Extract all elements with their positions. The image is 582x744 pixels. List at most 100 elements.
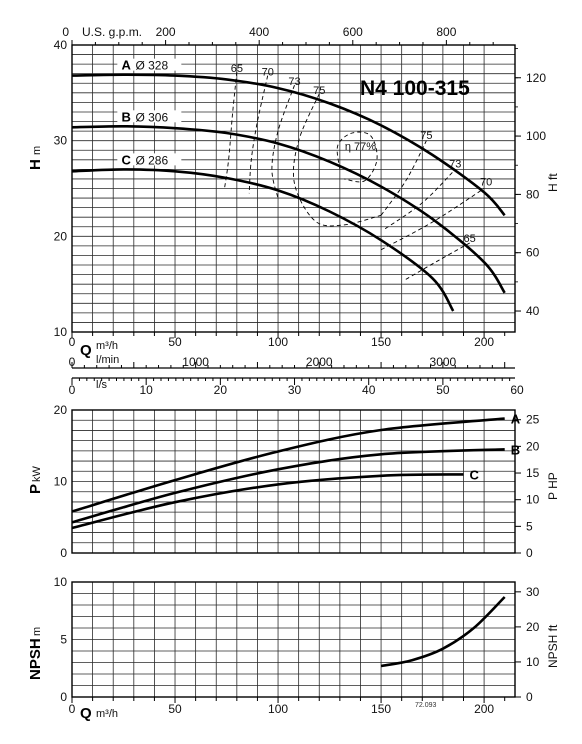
efficiency-line-73-left	[271, 85, 295, 199]
usgpm-tick-label: 200	[156, 25, 176, 39]
power-curve-label-B: B	[511, 442, 520, 457]
head-curve-label-A: A	[121, 58, 131, 73]
power-curve-B	[71, 448, 505, 524]
usgpm-axis-label: U.S. g.p.m.	[82, 25, 142, 39]
efficiency-label: 75	[313, 85, 325, 97]
head-curve-diameter-B: Ø 306	[135, 110, 168, 124]
power-curve-label-C: C	[469, 467, 479, 482]
npsh-tick-label: 5	[60, 633, 67, 647]
npsh-axis-unit: m	[31, 627, 43, 636]
npsh-axis-title: NPSH m	[27, 627, 44, 680]
npshft-tick-label: 10	[526, 655, 540, 669]
php-tick-label: 20	[526, 439, 540, 453]
power-curve-label-A: A	[511, 412, 521, 427]
q-bottom-tick-label: 200	[474, 702, 494, 716]
efficiency-line-75-right	[380, 140, 427, 216]
q-tick-label: 0	[69, 335, 76, 349]
ls-tick-label: 40	[362, 383, 376, 397]
ls-tick-label: 0	[69, 383, 76, 397]
head-curve-diameter-A: Ø 328	[135, 59, 168, 73]
p-axis-title: P kW	[27, 466, 44, 495]
efficiency-line-77	[336, 131, 378, 183]
model-title: N4 100-315	[360, 77, 470, 100]
hft-tick-label: 60	[526, 246, 540, 260]
npshft-tick-label: 0	[526, 690, 533, 704]
php-tick-label: 0	[526, 546, 533, 560]
lmin-tick-label: 1000	[182, 355, 209, 369]
npsh-tick-label: 10	[54, 575, 68, 589]
efficiency-label: 70	[480, 177, 492, 189]
npshft-tick-label: 20	[526, 620, 540, 634]
h-tick-label: 30	[54, 134, 68, 148]
label-layer: A Ø 328 B Ø 306 C Ø 286 65 70 73 75 η 77% 75 73 70 65 A…	[117, 58, 521, 482]
ls-axis-label: l/s	[96, 379, 108, 391]
efficiency-line-65-left	[224, 71, 238, 189]
q-axis-unit-bottom: m³/h	[96, 708, 118, 720]
efficiency-line-70-left	[248, 75, 269, 194]
power-curve-C	[71, 473, 464, 530]
npsh-panel-frame	[71, 581, 516, 698]
q-bottom-tick-label: 150	[371, 702, 391, 716]
h-axis-symbol: H	[27, 159, 44, 170]
power-panel-frame	[71, 409, 516, 554]
q-axis-unit-top: m³/h	[96, 340, 118, 352]
ls-tick-label: 30	[288, 383, 302, 397]
lmin-tick-label: 0	[69, 355, 76, 369]
q-tick-label: 200	[474, 335, 494, 349]
q-tick-label: 150	[371, 335, 391, 349]
q-bottom-tick-label: 100	[268, 702, 288, 716]
p-tick-label: 0	[60, 546, 67, 560]
php-tick-label: 25	[526, 413, 540, 427]
head-curve-diameter-C: Ø 286	[135, 153, 168, 167]
lmin-tick-label: 3000	[430, 355, 457, 369]
head-panel-frame	[71, 44, 516, 333]
q-axis-symbol-top: Q	[80, 342, 92, 359]
efficiency-label: 70	[262, 67, 274, 79]
h-axis-unit: m	[31, 146, 43, 155]
php-tick-label: 15	[526, 466, 540, 480]
q-tick-label: 50	[168, 335, 182, 349]
usgpm-tick-label: 800	[436, 25, 456, 39]
lmin-tick-label: 2000	[306, 355, 333, 369]
npsh-axis-symbol: NPSH	[27, 638, 44, 680]
p-axis-unit: kW	[31, 466, 43, 483]
efficiency-line-70-right	[380, 188, 485, 251]
grid-layer	[71, 44, 515, 698]
usgpm-tick-label: 0	[62, 25, 69, 39]
q-bottom-tick-label: 50	[168, 702, 182, 716]
ls-tick-label: 10	[139, 383, 153, 397]
npsh-curve	[380, 596, 506, 668]
usgpm-tick-label: 400	[249, 25, 269, 39]
efficiency-label: 65	[464, 233, 476, 245]
efficiency-line-75	[292, 93, 382, 227]
efficiency-label: 75	[420, 130, 432, 142]
q-axis-symbol-bottom: Q	[80, 705, 92, 722]
p-axis-symbol: P	[27, 484, 44, 494]
curve-label-bg	[117, 110, 182, 123]
efficiency-label: 73	[288, 76, 300, 88]
curve-layer	[71, 71, 506, 668]
h-tick-label: 40	[54, 38, 68, 52]
npshft-tick-label: 30	[526, 585, 540, 599]
curve-label-bg	[117, 58, 182, 71]
hft-axis-label: H ft	[546, 173, 560, 192]
efficiency-line-73-right	[384, 169, 456, 230]
efficiency-label: 65	[231, 63, 243, 75]
power-curve-A	[71, 417, 505, 513]
hft-tick-label: 120	[526, 71, 546, 85]
h-axis-title: H m	[27, 146, 44, 170]
hft-tick-label: 100	[526, 129, 546, 143]
head-curve-C	[71, 168, 455, 312]
efficiency-label: η 77%	[345, 141, 376, 153]
head-curve-B	[71, 124, 506, 294]
curve-label-bg	[117, 153, 182, 166]
php-axis-label: P HP	[546, 472, 560, 500]
ls-tick-label: 50	[436, 383, 450, 397]
frame-layer	[71, 40, 521, 703]
hft-tick-label: 40	[526, 304, 540, 318]
h-tick-label: 20	[54, 229, 68, 243]
efficiency-line-65-right	[405, 242, 470, 280]
php-tick-label: 5	[526, 519, 533, 533]
tick-layer: 1020304001020051040608010012005101520250…	[54, 25, 547, 716]
